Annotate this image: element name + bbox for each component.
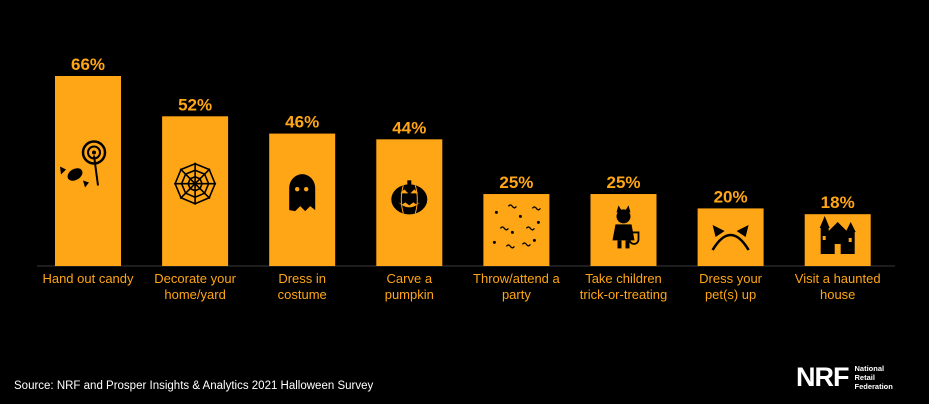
spiderweb-icon xyxy=(174,162,217,205)
bar xyxy=(483,194,550,266)
logo-line-3: Federation xyxy=(854,382,893,391)
logo-wordmark: National Retail Federation xyxy=(855,364,893,391)
value-label: 66% xyxy=(71,55,105,74)
value-label: 52% xyxy=(178,95,212,114)
category-label: trick-or-treating xyxy=(580,287,667,302)
category-label: home/yard xyxy=(164,287,225,302)
value-label: 18% xyxy=(821,193,855,212)
category-label: Dress in xyxy=(278,271,326,286)
confetti-icon xyxy=(492,204,541,249)
bar xyxy=(55,76,121,266)
category-label: Take children xyxy=(585,271,662,286)
pumpkin-icon xyxy=(391,180,428,215)
bar xyxy=(697,208,764,266)
category-label: Hand out candy xyxy=(42,271,134,286)
cat-ears-icon xyxy=(711,225,750,251)
nrf-logo: NRF National Retail Federation xyxy=(796,362,893,392)
category-label: house xyxy=(820,287,855,302)
source-note: Source: NRF and Prosper Insights & Analy… xyxy=(14,380,374,392)
ghost-icon xyxy=(289,174,316,212)
category-label: party xyxy=(502,287,531,302)
value-label: 46% xyxy=(285,113,319,132)
logo-line-1: National xyxy=(854,364,885,373)
candy-icon xyxy=(60,140,107,188)
value-label: 25% xyxy=(606,173,640,192)
category-label: costume xyxy=(278,287,327,302)
category-label: Dress your xyxy=(699,271,763,286)
value-label: 44% xyxy=(392,118,426,137)
category-label: Visit a haunted xyxy=(795,271,881,286)
category-label: pumpkin xyxy=(385,287,434,302)
haunted-house-icon xyxy=(819,216,856,254)
child-costume-icon xyxy=(612,205,640,249)
logo-mark: NRF xyxy=(796,362,849,392)
logo-line-2: Retail xyxy=(854,373,875,382)
category-label: Throw/attend a xyxy=(473,271,560,286)
category-label: Decorate your xyxy=(154,271,236,286)
value-label: 20% xyxy=(714,187,748,206)
category-label: Carve a xyxy=(387,271,433,286)
category-label: pet(s) up xyxy=(705,287,756,302)
value-label: 25% xyxy=(499,173,533,192)
